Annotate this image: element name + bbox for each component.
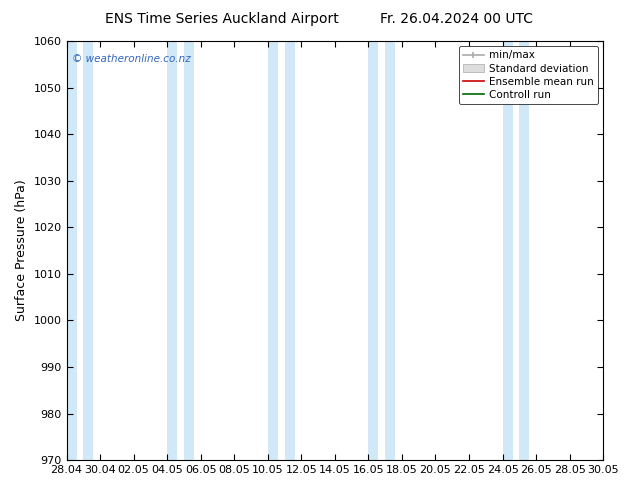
Bar — [385, 41, 395, 460]
Text: © weatheronline.co.nz: © weatheronline.co.nz — [72, 53, 191, 64]
Bar — [67, 41, 77, 460]
Bar — [184, 41, 194, 460]
Bar — [519, 41, 529, 460]
Bar — [167, 41, 178, 460]
Text: ENS Time Series Auckland Airport: ENS Time Series Auckland Airport — [105, 12, 339, 26]
Bar — [268, 41, 278, 460]
Text: Fr. 26.04.2024 00 UTC: Fr. 26.04.2024 00 UTC — [380, 12, 533, 26]
Bar — [285, 41, 295, 460]
Y-axis label: Surface Pressure (hPa): Surface Pressure (hPa) — [15, 180, 28, 321]
Bar — [368, 41, 378, 460]
Legend: min/max, Standard deviation, Ensemble mean run, Controll run: min/max, Standard deviation, Ensemble me… — [459, 46, 598, 104]
Bar — [503, 41, 513, 460]
Bar — [83, 41, 93, 460]
Bar — [603, 41, 613, 460]
